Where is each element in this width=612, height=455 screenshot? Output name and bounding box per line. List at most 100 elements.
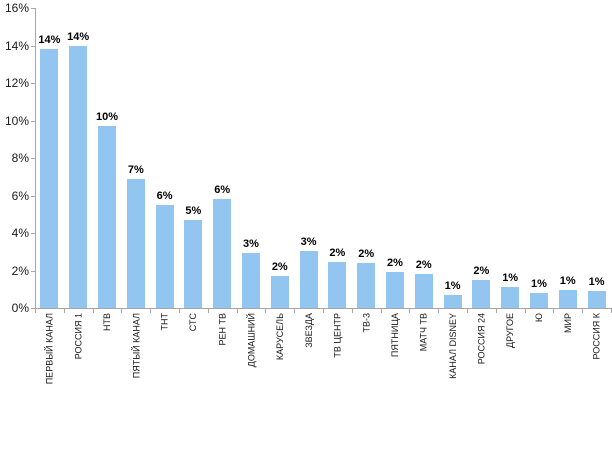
x-tick-mark — [380, 309, 382, 313]
x-tick-mark — [63, 309, 65, 313]
bar-slot: 2% — [409, 8, 438, 308]
y-tick-label: 10% — [4, 113, 29, 128]
x-category-label: РОССИЯ 24 — [476, 313, 487, 365]
bar-value-label: 5% — [185, 204, 202, 217]
bar-slot: 2% — [352, 8, 381, 308]
bar-slot: 6% — [150, 8, 179, 308]
bar-value-label: 1% — [559, 275, 576, 288]
bar — [40, 49, 59, 308]
y-tick-mark — [31, 308, 35, 309]
bar — [299, 250, 318, 308]
bar — [414, 274, 433, 308]
y-tick-mark — [31, 120, 35, 122]
y-tick-label: 2% — [11, 263, 29, 278]
x-category-label: РОССИЯ К — [591, 313, 602, 360]
bar-slot: 14% — [64, 8, 93, 308]
bar-value-label: 2% — [415, 259, 432, 272]
bar-slot: 2% — [381, 8, 410, 308]
bar-value-label: 1% — [502, 272, 519, 285]
x-tick-mark — [265, 309, 267, 313]
x-tick-mark — [150, 309, 152, 313]
y-tick-label: 16% — [4, 1, 29, 15]
bar-value-label: 2% — [387, 257, 403, 270]
y-tick-label: 14% — [4, 38, 29, 53]
bar-slot: 14% — [35, 8, 64, 308]
bar-slot: 2% — [467, 8, 496, 308]
bar — [241, 252, 260, 308]
bar-value-label: 1% — [588, 276, 605, 289]
bar-value-label: 1% — [530, 278, 547, 290]
bar-slot: 6% — [208, 8, 237, 308]
x-category-label: ТВ ЦЕНТР — [332, 313, 343, 358]
category-slot: КАРУСЕЛЬ — [265, 313, 294, 408]
category-slot: ДОМАШНИЙ — [237, 313, 266, 408]
x-tick-mark — [409, 309, 411, 313]
bar — [213, 199, 232, 308]
x-category-label: РЕН ТВ — [217, 313, 228, 346]
y-tick-mark — [31, 83, 35, 84]
category-slot: НТВ — [93, 313, 122, 408]
bar — [443, 294, 462, 308]
bar-value-label: 6% — [156, 189, 173, 202]
bar-value-label: 3% — [300, 235, 317, 248]
x-tick-mark — [524, 309, 526, 313]
x-axis-category-labels: ПЕРВЫЙ КАНАЛ РОССИЯ 1 НТВ ПЯТЫЙ КАНАЛ ТНТ СТС… — [35, 313, 611, 408]
bar-value-label: 2% — [358, 248, 375, 260]
category-slot: МАТЧ ТВ — [409, 313, 438, 408]
bar — [385, 272, 404, 308]
bar-slot: 3% — [294, 8, 323, 308]
bar — [529, 293, 548, 308]
x-category-label: ДОМАШНИЙ — [245, 313, 256, 368]
y-tick-label: 0% — [11, 301, 29, 315]
x-category-label: СТС — [188, 313, 199, 332]
bar — [558, 290, 577, 308]
category-slot: РОССИЯ К — [582, 313, 611, 408]
x-tick-mark — [121, 309, 123, 313]
category-slot: РОССИЯ 1 — [64, 313, 93, 408]
bars-row: 14% 14% 10% 7% 6% 5% 6% 3% 2% 3% 2% 2% 2% 2% 1% 2% 1% 1% 1… — [35, 8, 611, 308]
x-category-label: ПЕРВЫЙ КАНАЛ — [44, 313, 55, 385]
bar-value-label: 10% — [95, 111, 118, 124]
y-tick-label: 12% — [4, 76, 29, 90]
x-category-label: ТНТ — [159, 313, 170, 331]
category-slot: РОССИЯ 24 — [467, 313, 496, 408]
x-category-label: КАРУСЕЛЬ — [274, 313, 285, 361]
bar — [69, 45, 88, 308]
bar-slot: 1% — [438, 8, 467, 308]
bar-slot: 3% — [237, 8, 266, 308]
x-category-label: ПЯТЫЙ КАНАЛ — [130, 313, 141, 379]
bar-value-label: 14% — [67, 30, 90, 43]
y-tick-label: 8% — [11, 151, 29, 165]
bar-value-label: 1% — [444, 279, 461, 292]
bar-slot: 1% — [553, 8, 582, 308]
x-tick-mark — [35, 309, 36, 313]
bar — [126, 178, 145, 308]
x-category-label: ТВ-3 — [361, 313, 372, 333]
category-slot: ТВ ЦЕНТР — [323, 313, 352, 408]
bar-value-label: 2% — [473, 264, 490, 277]
y-tick-mark — [31, 45, 35, 47]
bar-slot: 1% — [582, 8, 611, 308]
bar — [270, 276, 289, 308]
x-tick-mark — [438, 309, 440, 313]
x-tick-mark — [207, 309, 209, 313]
y-tick-label: 6% — [11, 188, 29, 203]
category-slot: Ю — [525, 313, 554, 408]
bar — [97, 126, 116, 308]
bar — [587, 291, 606, 308]
x-category-label: МАТЧ ТВ — [418, 313, 429, 352]
y-tick-mark — [31, 8, 35, 9]
bar — [155, 204, 174, 308]
x-category-label: ЗВЕЗДА — [303, 313, 314, 348]
x-tick-mark — [351, 309, 353, 313]
x-tick-mark — [582, 309, 584, 313]
x-tick-mark — [179, 309, 180, 313]
bar-slot: 7% — [121, 8, 150, 308]
bar-value-label: 14% — [38, 34, 61, 47]
x-category-label: ДРУГОЕ — [505, 313, 516, 348]
category-slot: ТНТ — [150, 313, 179, 408]
category-slot: РЕН ТВ — [208, 313, 237, 408]
bar — [501, 287, 520, 308]
x-category-label: ПЯТНИЦА — [389, 313, 400, 358]
